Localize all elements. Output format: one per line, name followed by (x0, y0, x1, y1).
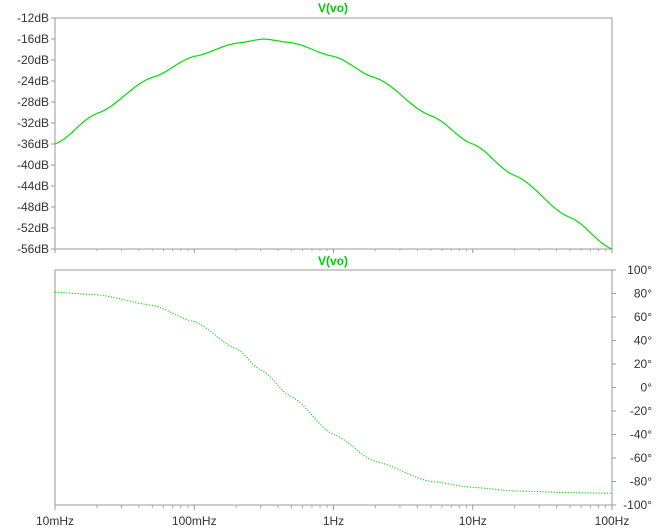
magnitude-y-tick-label: -12dB (17, 11, 49, 25)
magnitude-y-tick-label: -32dB (17, 116, 49, 130)
x-tick-label: 100mHz (172, 514, 217, 528)
phase-y-tick-label: 60° (634, 310, 652, 324)
phase-y-tick-label: -100° (623, 498, 652, 512)
x-tick-label: 100Hz (595, 514, 630, 528)
phase-y-tick-label: 100° (627, 263, 652, 277)
magnitude-y-tick-label: -16dB (17, 32, 49, 46)
magnitude-y-axis: -12dB -16dB -20dB -24dB -28dB -32dB -36dB -40dB… (17, 11, 55, 256)
phase-y-tick-label: -20° (630, 404, 652, 418)
phase-y-tick-label: 40° (634, 334, 652, 348)
magnitude-y-tick-label: -44dB (17, 179, 49, 193)
phase-title: V(vo) (318, 254, 348, 268)
magnitude-y-tick-label: -20dB (17, 53, 49, 67)
x-tick-label: 10Hz (459, 514, 487, 528)
frequency-minor-ticks (96, 249, 607, 508)
magnitude-panel: V(vo) -12dB -16dB -20dB -24dB -28dB -32dB -36d… (17, 1, 613, 256)
phase-y-tick-label: 0° (641, 381, 653, 395)
phase-panel: V(vo) 100° 80° 60° 40° 20° 0° -20° -40° -60° -80°… (54, 254, 652, 512)
phase-y-axis: 100° 80° 60° 40° 20° 0° -20° -40° -60° -80° -100° (612, 263, 652, 512)
phase-y-tick-label: -40° (630, 428, 652, 442)
phase-plot-frame (54, 269, 613, 506)
magnitude-plot-frame (54, 17, 613, 250)
x-tick-label: 10mHz (36, 514, 74, 528)
magnitude-y-tick-label: -28dB (17, 95, 49, 109)
magnitude-title: V(vo) (318, 1, 348, 15)
magnitude-y-tick-label: -48dB (17, 200, 49, 214)
phase-y-tick-label: -80° (630, 475, 652, 489)
phase-y-tick-label: 20° (634, 357, 652, 371)
magnitude-series-line (54, 38, 613, 250)
phase-series-line (54, 291, 613, 494)
phase-y-tick-label: -60° (630, 451, 652, 465)
x-tick-label: 1Hz (323, 514, 344, 528)
magnitude-y-tick-label: -40dB (17, 158, 49, 172)
frequency-x-axis: 10mHz 100mHz 1Hz 10Hz 100Hz (36, 249, 629, 528)
magnitude-y-tick-label: -52dB (17, 221, 49, 235)
magnitude-y-tick-label: -24dB (17, 74, 49, 88)
magnitude-y-tick-label: -56dB (17, 242, 49, 256)
magnitude-y-tick-label: -36dB (17, 137, 49, 151)
phase-y-tick-label: 80° (634, 287, 652, 301)
